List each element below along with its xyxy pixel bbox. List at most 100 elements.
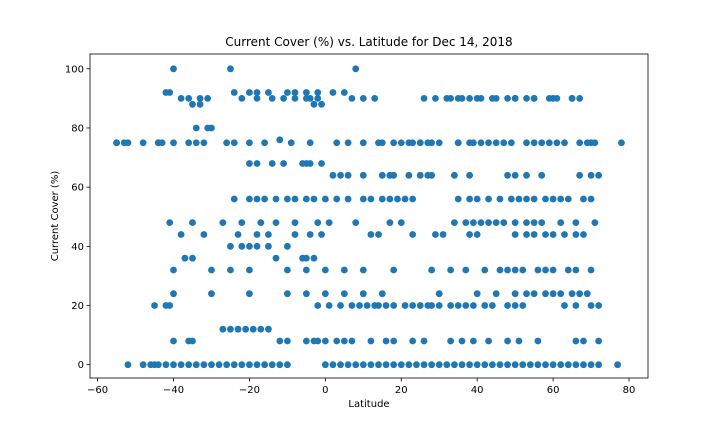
data-point [367, 361, 375, 369]
data-point [447, 266, 455, 274]
data-point [409, 337, 417, 345]
data-point [519, 302, 527, 309]
data-point [587, 195, 595, 203]
x-tick-label: 0 [322, 385, 328, 396]
data-point [587, 266, 595, 274]
data-point [500, 219, 508, 227]
y-tick-label: 80 [71, 123, 84, 134]
data-point [310, 100, 318, 108]
data-point [542, 290, 549, 298]
data-point [492, 290, 500, 298]
data-point [265, 242, 272, 250]
data-point [576, 139, 584, 147]
data-point [352, 65, 360, 73]
y-axis-label: Current Cover (%) [50, 171, 61, 262]
data-point [283, 361, 291, 369]
data-point [154, 361, 162, 369]
data-point [595, 361, 603, 369]
data-point [595, 337, 603, 345]
data-point [371, 94, 379, 102]
data-point [435, 302, 443, 309]
data-point [208, 266, 215, 274]
data-point [439, 231, 447, 238]
data-point [302, 337, 310, 345]
data-point [302, 89, 310, 96]
scatter-points [113, 65, 625, 369]
data-point [375, 139, 382, 147]
data-point [549, 195, 557, 203]
data-point [333, 139, 341, 147]
data-point [576, 290, 584, 298]
data-point [595, 302, 603, 309]
data-point [458, 94, 466, 102]
data-point [306, 139, 314, 147]
data-point [614, 361, 622, 369]
data-point [359, 139, 367, 147]
data-point [458, 361, 466, 369]
data-point [253, 195, 261, 203]
data-point [340, 290, 348, 298]
data-point [447, 302, 455, 309]
data-point [337, 361, 344, 369]
data-point [192, 124, 200, 132]
data-point [310, 254, 318, 262]
data-point [227, 325, 234, 333]
data-point [200, 231, 208, 238]
data-point [283, 89, 291, 96]
data-point [113, 139, 120, 147]
data-point [568, 290, 576, 298]
data-point [283, 242, 291, 250]
data-point [523, 94, 530, 102]
data-point [413, 361, 420, 369]
data-point [261, 139, 269, 147]
data-point [496, 266, 504, 274]
data-point [185, 94, 193, 102]
data-point [359, 195, 367, 203]
data-point [348, 94, 356, 102]
data-point [181, 254, 189, 262]
data-point [511, 361, 519, 369]
data-point [451, 361, 458, 369]
data-point [447, 337, 455, 345]
data-point [542, 361, 549, 369]
data-point [291, 195, 299, 203]
data-point [564, 266, 572, 274]
data-point [329, 361, 337, 369]
data-point [329, 89, 337, 96]
data-point [272, 219, 280, 227]
data-point [595, 171, 603, 179]
data-point [488, 94, 496, 102]
data-point [443, 361, 451, 369]
data-point [401, 302, 409, 309]
data-point [367, 231, 375, 238]
data-point [557, 290, 565, 298]
data-point [204, 124, 212, 132]
data-point [238, 361, 246, 369]
data-point [538, 139, 546, 147]
data-point [572, 219, 580, 227]
data-point [268, 361, 276, 369]
data-point [253, 242, 261, 250]
x-tick-label: 60 [547, 385, 560, 396]
data-point [314, 302, 322, 309]
data-point [549, 290, 557, 298]
data-point [530, 94, 538, 102]
data-point [432, 231, 439, 238]
data-point [485, 219, 492, 227]
data-point [511, 171, 519, 179]
data-point [549, 266, 557, 274]
data-point [196, 94, 204, 102]
data-point [314, 337, 322, 345]
data-point [314, 219, 322, 227]
x-axis: −60 −40 −20 0 20 40 60 80 [87, 378, 635, 396]
data-point [462, 266, 470, 274]
data-point [378, 290, 386, 298]
data-point [276, 136, 284, 144]
data-point [473, 290, 481, 298]
data-point [219, 219, 227, 227]
data-point [325, 219, 333, 227]
data-point [246, 139, 253, 147]
data-point [511, 302, 519, 309]
data-point [485, 195, 492, 203]
data-point [523, 139, 530, 147]
